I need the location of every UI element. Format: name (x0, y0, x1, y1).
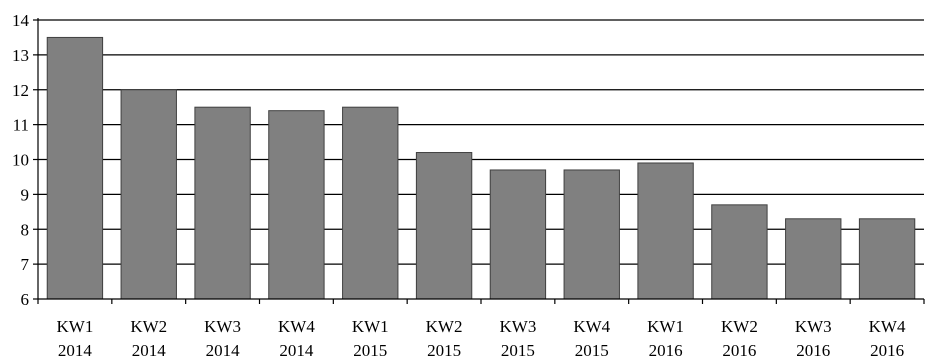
y-tick-label: 10 (12, 151, 29, 170)
x-label-year: 2016 (722, 341, 756, 358)
x-label-week: KW3 (500, 317, 537, 336)
x-label-week: KW4 (573, 317, 610, 336)
y-tick-label: 7 (21, 255, 30, 274)
bar-KW1-2016 (637, 162, 694, 300)
x-label-week: KW3 (204, 317, 241, 336)
x-label-year: 2016 (870, 341, 904, 358)
x-label-week: KW4 (869, 317, 906, 336)
y-gridlines (38, 19, 924, 265)
x-label-week: KW2 (426, 317, 463, 336)
x-label-year: 2015 (427, 341, 461, 358)
x-label-year: 2015 (575, 341, 609, 358)
bar-KW2-2015 (415, 152, 473, 300)
x-label-year: 2016 (649, 341, 683, 358)
y-tick-label: 8 (21, 220, 30, 239)
x-label-year: 2014 (279, 341, 314, 358)
bar-KW4-2015 (563, 169, 620, 300)
x-label-year: 2014 (206, 341, 241, 358)
x-label-week: KW1 (57, 317, 94, 336)
y-tick-label: 12 (12, 81, 29, 100)
axes (33, 18, 925, 304)
bar-KW2-2014 (120, 89, 177, 300)
x-label-year: 2014 (132, 341, 167, 358)
y-axis-tick-labels: 6 7 8 9 10 11 12 13 14 (12, 11, 30, 309)
x-label-week: KW4 (278, 317, 315, 336)
x-label-year: 2016 (796, 341, 830, 358)
bar-KW2-2016 (711, 204, 768, 300)
x-label-week: KW2 (130, 317, 167, 336)
bar-KW3-2016 (785, 218, 842, 300)
bar-KW4-2014 (268, 110, 325, 300)
x-label-week: KW3 (795, 317, 832, 336)
y-tick-label: 14 (12, 11, 30, 30)
bar-KW1-2015 (342, 106, 399, 300)
x-label-week: KW1 (352, 317, 389, 336)
x-label-year: 2015 (353, 341, 387, 358)
x-label-year: 2015 (501, 341, 535, 358)
x-label-week: KW2 (721, 317, 758, 336)
bar-KW3-2014 (194, 106, 251, 300)
bars (46, 36, 916, 300)
y-tick-label: 6 (21, 290, 30, 309)
x-axis-category-labels: KW1 2014 KW2 2014 KW3 2014 KW4 2014 KW1 2015 KW2 20… (57, 317, 906, 358)
y-tick-label: 11 (13, 116, 29, 135)
bar-KW4-2016 (858, 218, 916, 300)
x-label-week: KW1 (647, 317, 684, 336)
y-tick-label: 9 (21, 185, 30, 204)
y-tick-label: 13 (12, 46, 29, 65)
bar-KW1-2014 (46, 36, 104, 300)
x-label-year: 2014 (58, 341, 93, 358)
bar-KW3-2015 (489, 169, 547, 300)
